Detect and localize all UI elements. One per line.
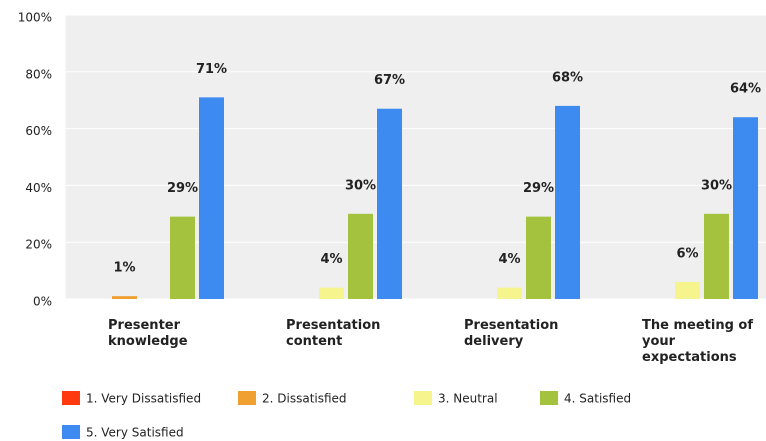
legend-swatch [62, 425, 80, 439]
bar [319, 287, 344, 299]
legend-swatch [62, 391, 80, 405]
value-label: 30% [701, 178, 732, 193]
value-label: 29% [167, 181, 198, 196]
value-label: 64% [730, 82, 761, 97]
bar [733, 117, 758, 300]
bar [112, 296, 137, 299]
bar [199, 97, 224, 299]
bar [497, 287, 522, 299]
bar [704, 213, 729, 299]
x-tick-label: Presentation delivery [464, 318, 559, 349]
legend-label: 5. Very Satisfied [86, 426, 184, 440]
y-tick-label: 80% [25, 67, 52, 81]
legend-label: 4. Satisfied [564, 392, 631, 406]
x-tick-label: Presentation content [286, 318, 381, 349]
bar [348, 213, 373, 299]
legend-label: 2. Dissatisfied [262, 392, 347, 406]
value-label: 67% [374, 73, 405, 88]
x-tick-label: Presenter knowledge [108, 318, 188, 349]
value-label: 71% [196, 62, 227, 77]
y-tick-label: 40% [25, 181, 52, 195]
value-label: 68% [552, 70, 583, 85]
value-label: 29% [523, 181, 554, 196]
legend-swatch [238, 391, 256, 405]
y-tick-label: 20% [25, 238, 52, 252]
bar [377, 108, 402, 299]
y-tick-label: 0% [33, 295, 52, 309]
x-tick-label: The meeting of your expectations [642, 318, 753, 365]
value-label: 6% [676, 246, 698, 261]
bar [170, 216, 195, 299]
legend-label: 3. Neutral [438, 392, 498, 406]
legend-swatch [414, 391, 432, 405]
bar [675, 281, 700, 299]
bar [555, 105, 580, 299]
value-label: 4% [498, 252, 520, 267]
y-tick-label: 60% [25, 124, 52, 138]
value-label: 30% [345, 178, 376, 193]
value-label: 1% [113, 261, 135, 276]
legend-label: 1. Very Dissatisfied [86, 392, 201, 406]
y-tick-label: 100% [18, 11, 52, 25]
value-label: 4% [320, 252, 342, 267]
legend-swatch [540, 391, 558, 405]
bar [526, 216, 551, 299]
